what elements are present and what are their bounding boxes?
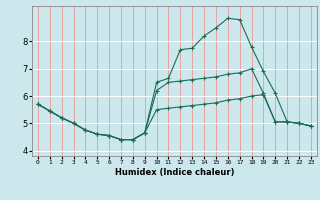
- X-axis label: Humidex (Indice chaleur): Humidex (Indice chaleur): [115, 168, 234, 177]
